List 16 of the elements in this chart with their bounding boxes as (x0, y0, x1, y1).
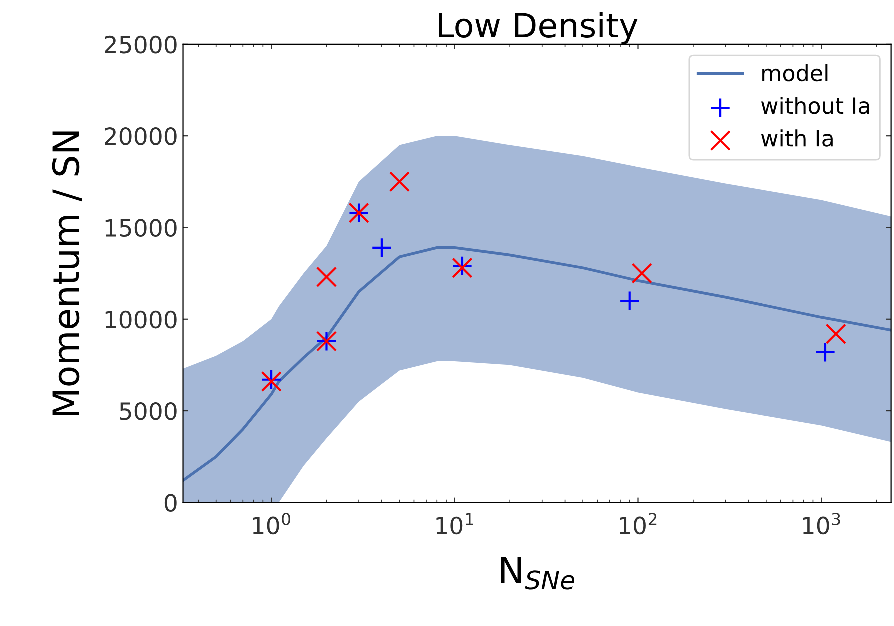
chart-title: Low Density (439, 12, 638, 44)
x-tick-label: 10$^{2}$ (620, 513, 657, 535)
legend-label: with Ia (761, 130, 833, 147)
y-tick-label: 5000 (120, 402, 177, 420)
y-tick-label: 25000 (105, 36, 177, 54)
legend-label: without Ia (761, 97, 870, 114)
y-tick-label: 0 (164, 494, 177, 512)
y-tick-label: 20000 (105, 128, 177, 146)
legend-label: model (762, 64, 828, 82)
x-axis-title: N$_{SNe}$ (501, 557, 574, 590)
y-axis-title: Momentum / SN (52, 132, 82, 416)
y-tick-label: 15000 (106, 219, 177, 238)
x-tick-label: 10$^{1}$ (436, 513, 474, 535)
x-tick-label: 10$^{3}$ (803, 513, 840, 535)
y-tick-label: 10000 (106, 310, 177, 329)
x-tick-label: 10$^{0}$ (253, 513, 290, 535)
